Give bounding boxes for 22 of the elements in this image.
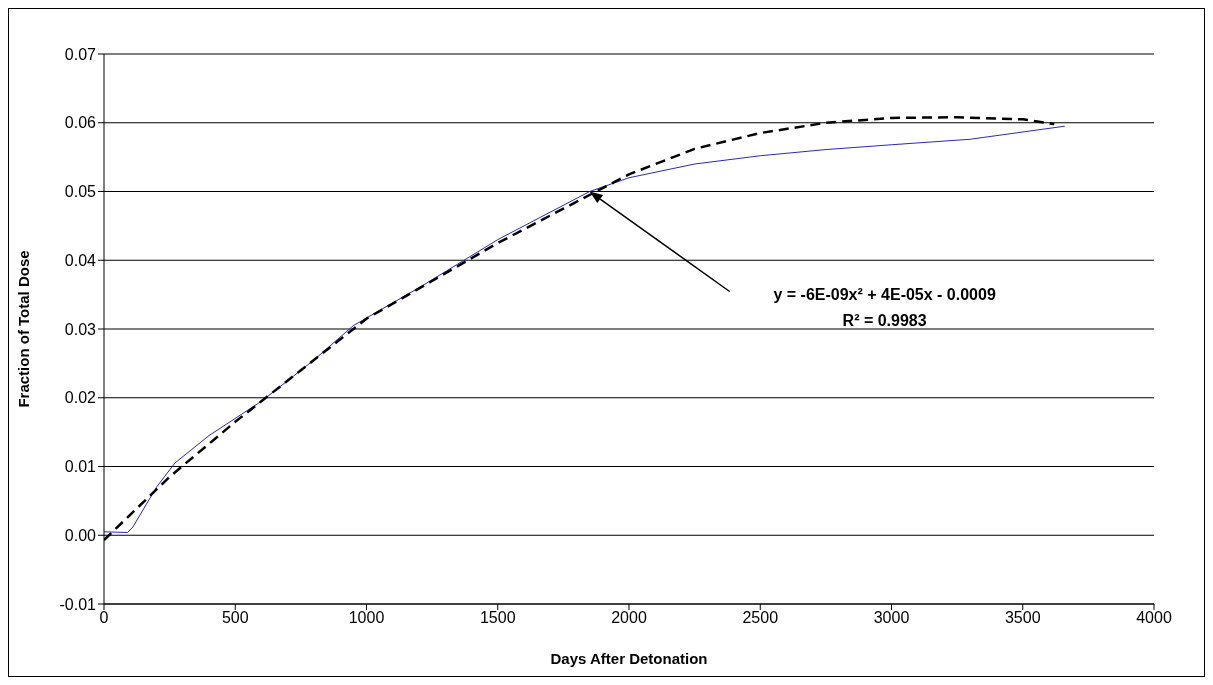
x-tick-label: 1000: [348, 609, 385, 627]
y-tick-label: 0.03: [64, 320, 97, 338]
y-tick-label: 0.00: [64, 526, 97, 544]
x-tick-label: 3500: [1004, 609, 1041, 627]
y-axis-title: Fraction of Total Dose: [15, 250, 33, 408]
y-tick-label: 0.01: [64, 458, 97, 476]
y-tick-label: 0.05: [64, 183, 97, 201]
x-tick-label: 2000: [611, 609, 647, 627]
y-tick-label: 0.04: [64, 251, 97, 269]
x-tick-label: 500: [221, 609, 249, 627]
x-tick-label: 3000: [873, 609, 910, 627]
y-tick-label: -0.01: [59, 595, 97, 613]
y-tick-label: 0.06: [64, 114, 97, 132]
x-tick-label: 2500: [742, 609, 779, 627]
x-tick-label: 1500: [479, 609, 516, 627]
y-tick-label: 0.02: [64, 389, 97, 407]
annotation: R² = 0.9983: [842, 311, 927, 329]
x-axis-title: Days After Detonation: [550, 650, 708, 667]
annotation: y = -6E-09x² + 4E-05x - 0.0009: [773, 285, 996, 303]
y-tick-label: 0.07: [64, 45, 97, 63]
x-tick-label: 4000: [1136, 609, 1172, 627]
x-tick-label: 0: [99, 609, 109, 627]
